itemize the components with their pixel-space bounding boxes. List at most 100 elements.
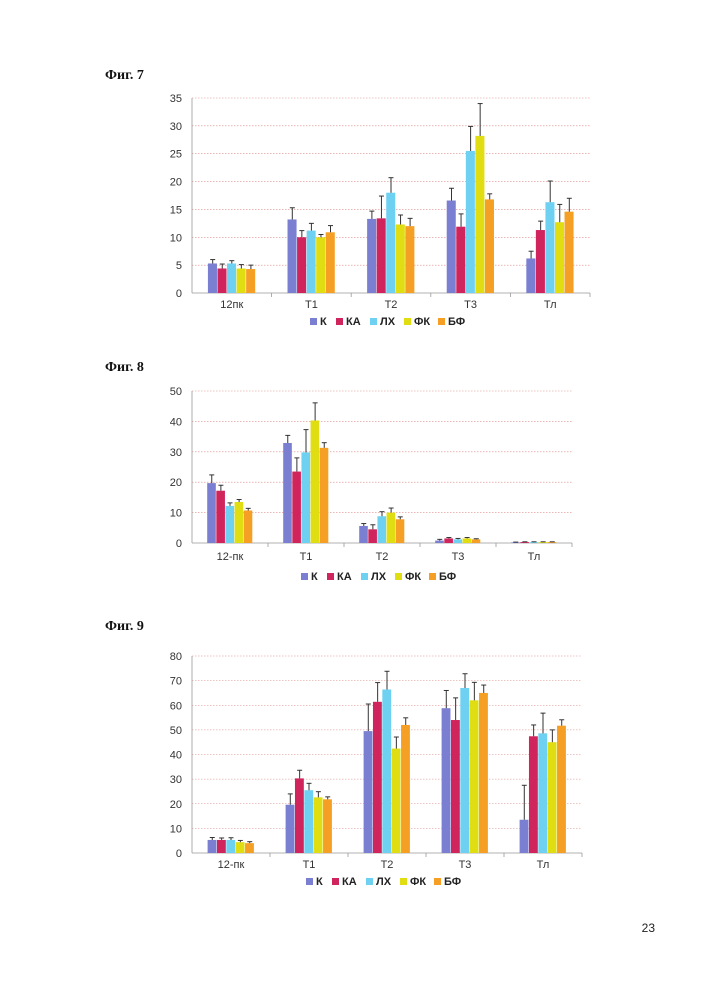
- bar: [245, 843, 254, 853]
- bar: [555, 222, 564, 293]
- category-label: Т3: [452, 551, 465, 563]
- bar: [485, 199, 494, 293]
- bar: [442, 708, 451, 853]
- y-tick-label: 20: [170, 799, 182, 811]
- bar: [283, 443, 292, 543]
- category-label: Т2: [376, 551, 389, 563]
- bar: [396, 519, 405, 543]
- category-label: Т2: [381, 859, 394, 871]
- y-tick-label: 80: [170, 651, 182, 663]
- legend-label: К: [311, 571, 318, 583]
- bar: [387, 513, 396, 543]
- bar: [382, 689, 391, 853]
- legend-label: ЛХ: [376, 876, 392, 888]
- bar: [396, 224, 405, 293]
- bar: [326, 232, 335, 293]
- legend-label: БФ: [448, 316, 465, 328]
- bar: [520, 820, 529, 853]
- y-tick-label: 10: [170, 823, 182, 835]
- bar: [460, 688, 469, 853]
- bar: [463, 538, 472, 543]
- bar: [216, 491, 225, 543]
- category-label: 12пк: [220, 299, 243, 311]
- bar: [217, 840, 226, 853]
- legend-swatch: [438, 318, 445, 325]
- bar: [401, 725, 410, 853]
- legend-label: КА: [337, 571, 352, 583]
- legend-label: КА: [342, 876, 357, 888]
- y-tick-label: 40: [170, 416, 182, 428]
- bar: [456, 227, 465, 293]
- category-label: Тл: [528, 551, 541, 563]
- y-tick-label: 30: [170, 447, 182, 459]
- bar: [295, 778, 304, 853]
- bar: [377, 218, 386, 293]
- bar: [367, 219, 376, 293]
- legend-swatch: [310, 318, 317, 325]
- bar: [453, 539, 462, 543]
- y-tick-label: 40: [170, 750, 182, 762]
- bar: [226, 840, 235, 853]
- legend-swatch: [336, 318, 343, 325]
- legend-label: ЛХ: [380, 316, 396, 328]
- legend-label: ФК: [410, 876, 426, 888]
- figure-8-chart: 0102030405012-пкТ1Т2Т3ТлККАЛХФКБФ: [0, 330, 707, 630]
- legend-label: ФК: [414, 316, 430, 328]
- bar: [244, 510, 253, 543]
- bar: [323, 799, 332, 853]
- legend-label: ЛХ: [371, 571, 387, 583]
- bar: [557, 726, 566, 853]
- y-tick-label: 30: [170, 121, 182, 133]
- legend-swatch: [400, 878, 407, 885]
- bar: [237, 268, 246, 293]
- category-label: Тл: [537, 859, 550, 871]
- bar: [316, 237, 325, 293]
- bar: [227, 263, 236, 293]
- bar: [217, 268, 226, 293]
- legend-swatch: [327, 573, 334, 580]
- category-label: Т1: [300, 551, 313, 563]
- bar: [392, 749, 401, 853]
- figure-9-chart: 0102030405060708012-пкТ1Т2Т3ТлККАЛХФКБФ: [0, 600, 707, 900]
- category-label: Т3: [459, 859, 472, 871]
- y-tick-label: 50: [170, 725, 182, 737]
- bar: [386, 193, 395, 293]
- bar: [314, 797, 323, 853]
- bar: [536, 230, 545, 293]
- bar: [364, 731, 373, 853]
- figure-7-chart: 0510152025303512пкТ1Т2Т3ТлККАЛХФКБФ: [0, 0, 707, 300]
- bar: [359, 526, 368, 543]
- bar: [565, 212, 574, 293]
- bar: [297, 237, 306, 293]
- bar: [368, 529, 377, 543]
- y-tick-label: 70: [170, 676, 182, 688]
- category-label: 12-пк: [217, 551, 244, 563]
- y-tick-label: 60: [170, 700, 182, 712]
- bar: [235, 502, 244, 543]
- bar: [435, 541, 444, 543]
- y-tick-label: 35: [170, 93, 182, 105]
- legend-label: КА: [346, 316, 361, 328]
- y-tick-label: 0: [176, 538, 182, 550]
- bar: [451, 720, 460, 853]
- legend-label: ФК: [405, 571, 421, 583]
- bar: [286, 805, 295, 853]
- category-label: Т1: [305, 299, 318, 311]
- legend-swatch: [370, 318, 377, 325]
- legend-swatch: [301, 573, 308, 580]
- legend-swatch: [366, 878, 373, 885]
- y-tick-label: 10: [170, 232, 182, 244]
- y-tick-label: 0: [176, 848, 182, 860]
- category-label: Т1: [303, 859, 316, 871]
- legend-label: БФ: [439, 571, 456, 583]
- bar: [208, 263, 217, 293]
- bar: [207, 483, 216, 543]
- bar: [307, 231, 316, 293]
- legend-swatch: [434, 878, 441, 885]
- legend-label: К: [316, 876, 323, 888]
- bar: [479, 693, 488, 853]
- y-tick-label: 30: [170, 774, 182, 786]
- legend-swatch: [395, 573, 402, 580]
- category-label: Т3: [464, 299, 477, 311]
- bar: [405, 226, 414, 293]
